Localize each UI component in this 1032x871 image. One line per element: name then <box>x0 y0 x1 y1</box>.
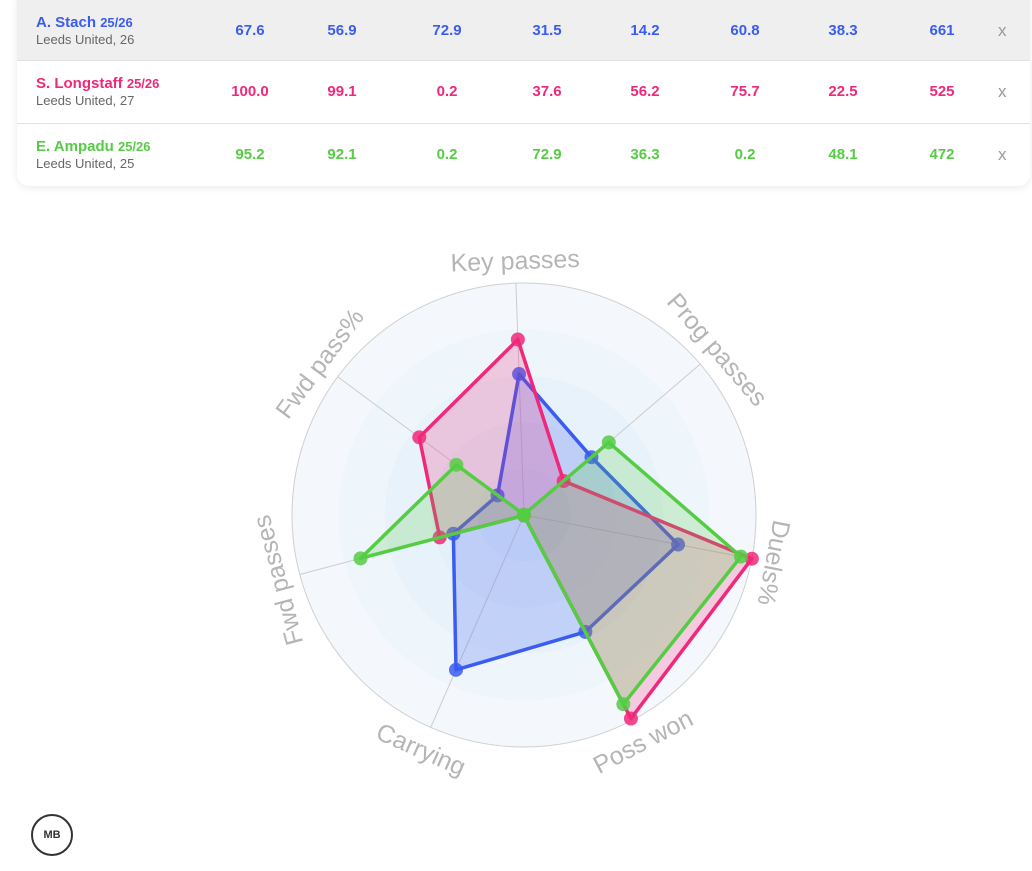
data-point <box>510 332 525 347</box>
stat-value: 661 <box>929 22 955 39</box>
stat-value: 37.6 <box>532 83 562 100</box>
data-point <box>601 435 616 450</box>
stat-value: 525 <box>929 83 955 100</box>
stat-value: 75.7 <box>730 83 760 100</box>
stat-value: 99.1 <box>327 83 357 100</box>
stat-value: 56.2 <box>630 83 660 100</box>
stat-value: 56.9 <box>327 22 357 39</box>
logo-text: MB <box>43 829 61 841</box>
stat-value: 472 <box>929 146 955 163</box>
team-age: Leeds United, 27 <box>36 93 135 108</box>
stat-value: 36.3 <box>630 146 660 163</box>
data-point <box>733 549 748 564</box>
series-polygon-0 <box>451 372 680 672</box>
stat-value: 38.3 <box>828 22 858 39</box>
season-label: 25/26 <box>100 15 133 30</box>
radar-axis-line <box>523 514 752 560</box>
stat-value: 60.8 <box>730 22 760 39</box>
remove-player-button[interactable]: x <box>998 145 1007 164</box>
axis-label: Duels% <box>752 518 796 608</box>
stat-value: 92.1 <box>327 146 357 163</box>
stat-value: 14.2 <box>630 22 660 39</box>
data-point <box>353 551 368 566</box>
stat-value: 48.1 <box>828 146 858 163</box>
player-row[interactable]: A. Stach 25/26 Leeds United, 26 67.6 56.9 7… <box>17 0 1030 61</box>
stat-value: 0.2 <box>436 83 458 100</box>
data-point <box>512 367 527 382</box>
stat-value: 22.5 <box>828 83 858 100</box>
player-name[interactable]: A. Stach 25/26 <box>36 14 133 31</box>
series-polygon-2 <box>358 440 743 706</box>
player-row[interactable]: S. Longstaff 25/26 Leeds United, 27 100.0… <box>17 61 1030 124</box>
data-point <box>616 697 631 712</box>
stat-value: 0.2 <box>436 146 458 163</box>
stat-value: 31.5 <box>532 22 562 39</box>
player-row[interactable]: E. Ampadu 25/26 Leeds United, 25 95.2 92.1… <box>17 124 1030 186</box>
data-point <box>412 430 427 445</box>
data-point <box>623 711 638 726</box>
data-point <box>448 662 463 677</box>
player-name-text: E. Ampadu <box>36 138 114 155</box>
player-name-text: A. Stach <box>36 14 97 31</box>
team-age: Leeds United, 26 <box>36 32 135 47</box>
season-label: 25/26 <box>117 139 151 154</box>
radar-axis-line <box>515 283 525 516</box>
data-point <box>516 508 531 523</box>
data-point <box>744 551 759 566</box>
player-name[interactable]: S. Longstaff 25/26 <box>36 75 159 92</box>
player-name[interactable]: E. Ampadu 25/26 <box>36 138 151 155</box>
data-point <box>671 537 686 552</box>
player-name-text: S. Longstaff <box>36 75 123 92</box>
stat-value: 0.2 <box>734 146 756 163</box>
remove-player-button[interactable]: x <box>998 21 1007 40</box>
remove-player-button[interactable]: x <box>998 82 1007 101</box>
player-comparison-table: A. Stach 25/26 Leeds United, 26 67.6 56.9 7… <box>17 0 1030 186</box>
team-age: Leeds United, 25 <box>36 156 135 171</box>
stat-value: 100.0 <box>231 83 269 100</box>
stat-value: 95.2 <box>235 146 265 163</box>
stat-value: 67.6 <box>235 22 265 39</box>
data-point <box>449 457 464 472</box>
stat-value: 72.9 <box>432 22 462 39</box>
radar-axis-line <box>430 514 525 728</box>
stat-value: 72.9 <box>532 146 562 163</box>
season-label: 25/26 <box>126 76 160 91</box>
mb-logo: MB <box>31 814 73 856</box>
axis-label: Key passes <box>450 245 580 277</box>
